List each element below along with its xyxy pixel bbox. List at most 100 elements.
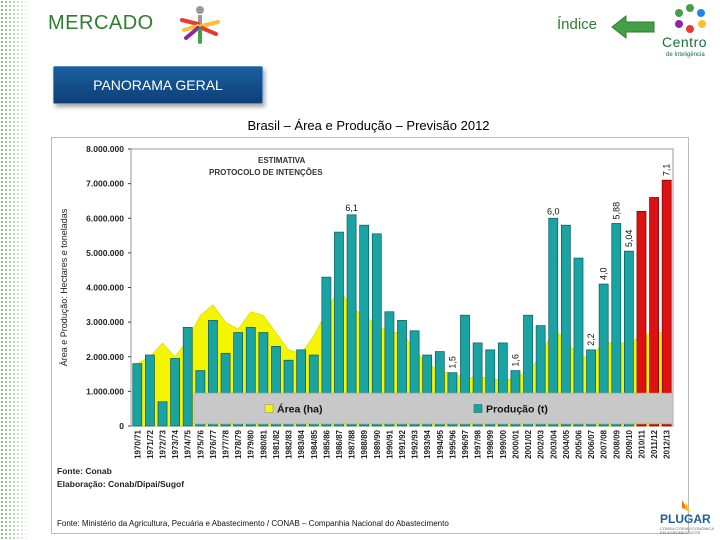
production-bar: [157, 401, 168, 427]
x-tick-label: 1978/79: [234, 429, 243, 458]
x-tick-label: 1981/82: [272, 429, 281, 458]
production-bar: [170, 358, 181, 427]
y-tick-label: 2.000.000: [86, 352, 124, 362]
x-tick-label: 1971/72: [146, 429, 155, 458]
production-bar: [208, 320, 218, 427]
forecast-bar: [661, 179, 672, 427]
y-tick-label: 8.000.000: [86, 144, 124, 154]
annotation-protocolo: PROTOCOLO DE INTENÇÕES: [209, 168, 323, 177]
data-label: 1,6: [510, 354, 520, 367]
y-tick-label: 3.000.000: [86, 317, 124, 327]
production-bar: [182, 326, 193, 427]
production-bar: [346, 214, 357, 427]
x-tick-label: 1987/88: [348, 429, 357, 458]
legend-label-production: Produção (t): [486, 404, 548, 416]
data-label: 1,5: [447, 356, 457, 369]
production-bar: [586, 349, 596, 427]
x-tick-label: 1977/78: [222, 429, 231, 458]
x-tick-label: 2001/02: [524, 429, 533, 458]
x-tick-label: 1995/96: [448, 429, 457, 458]
production-bar: [485, 349, 496, 427]
production-bar: [611, 223, 622, 427]
decorative-dot-pattern: [0, 0, 30, 540]
data-label: 2,2: [586, 333, 596, 346]
x-tick-label: 2005/06: [574, 429, 583, 458]
centro-logo-icon: [675, 4, 706, 33]
production-bar: [220, 352, 231, 427]
production-bar: [145, 354, 155, 427]
production-bar: [409, 330, 420, 427]
x-tick-label: 2009/10: [625, 429, 634, 458]
index-link[interactable]: Índice: [557, 16, 598, 33]
production-bar: [422, 354, 433, 427]
back-arrow-icon[interactable]: [610, 14, 656, 40]
y-tick-label: 5.000.000: [86, 248, 124, 258]
forecast-bar: [636, 210, 647, 427]
forecast-bar: [649, 197, 659, 427]
x-tick-label: 2008/09: [612, 429, 621, 458]
people-logo-icon: [180, 6, 220, 44]
x-tick-label: 2002/03: [537, 429, 546, 458]
chart-source: Fonte: Conab: [57, 466, 112, 476]
x-tick-label: 1982/83: [285, 429, 294, 458]
x-tick-label: 2007/08: [600, 429, 609, 458]
x-tick-label: 2010/11: [637, 429, 646, 458]
production-bar: [397, 320, 407, 427]
x-tick-label: 1973/74: [171, 429, 180, 458]
x-tick-label: 2000/01: [511, 429, 520, 458]
x-tick-label: 2003/04: [549, 429, 558, 458]
data-label: 7,1: [662, 164, 672, 177]
panorama-geral-button[interactable]: PANORAMA GERAL: [53, 66, 263, 104]
x-tick-label: 1996/97: [461, 429, 470, 458]
header: MERCADO Índice Centro de Inteligência: [0, 0, 720, 60]
x-tick-label: 2012/13: [663, 429, 672, 458]
x-tick-label: 1993/94: [423, 429, 432, 458]
x-tick-label: 1983/84: [297, 429, 306, 458]
production-bar: [472, 342, 483, 427]
x-tick-label: 1990/91: [385, 429, 394, 458]
plugar-logo-icon: [682, 500, 690, 512]
bar-chart: 0 1.000.000 2.000.000 3.000.000 4.000.000 5.0…: [57, 144, 674, 528]
production-bar: [233, 332, 244, 427]
data-label: 6,1: [345, 203, 358, 213]
production-bar: [245, 326, 256, 427]
y-tick-label: 7.000.000: [86, 179, 124, 189]
y-tick-label: 0: [119, 421, 124, 431]
y-tick-label: 4.000.000: [86, 283, 124, 293]
production-bar: [384, 311, 395, 427]
production-bar: [434, 351, 445, 427]
production-bar: [598, 283, 609, 427]
annotation-estimativa: ESTIMATIVA: [258, 156, 305, 165]
footer-source: Fonte: Ministério da Agricultura, Pecuár…: [57, 519, 449, 528]
x-tick-label: 1989/90: [373, 429, 382, 458]
x-tick-label: 1999/00: [499, 429, 508, 458]
legend-band: [193, 392, 674, 425]
production-bar: [334, 231, 344, 427]
production-bar: [271, 346, 281, 427]
section-title: MERCADO: [48, 12, 154, 34]
x-tick-label: 1998/99: [486, 429, 495, 458]
legend-label-area: Área (ha): [277, 403, 323, 416]
data-label: 5,88: [611, 202, 621, 220]
production-bar: [132, 363, 143, 427]
x-tick-label: 1975/76: [196, 429, 205, 458]
legend-swatch-area: [264, 404, 274, 413]
production-bar: [321, 276, 332, 427]
brand-name: Centro: [662, 34, 708, 50]
production-bar: [497, 342, 508, 427]
x-tick-label: 1974/75: [184, 429, 193, 458]
production-bar: [308, 354, 319, 427]
production-bar: [535, 325, 546, 427]
x-tick-label: 1985/86: [322, 429, 331, 458]
x-tick-label: 1980/81: [259, 429, 268, 458]
x-tick-label: 1986/87: [335, 429, 344, 458]
y-axis-label: Área e Produção: Hectares e toneladas: [59, 208, 69, 366]
production-bar: [623, 250, 634, 427]
x-tick-label: 1972/73: [159, 429, 168, 458]
x-tick-label: 2004/05: [562, 429, 571, 458]
chart-elaboration: Elaboração: Conab/Dipai/Sugof: [57, 479, 184, 489]
y-tick-label: 6.000.000: [86, 213, 124, 223]
data-label: 4,0: [599, 268, 609, 281]
plugar-subtitle: CONSULTORIA ECONÔMICA EM AGRONEGÓCIOS: [660, 526, 714, 535]
x-tick-label: 1992/93: [411, 429, 420, 458]
